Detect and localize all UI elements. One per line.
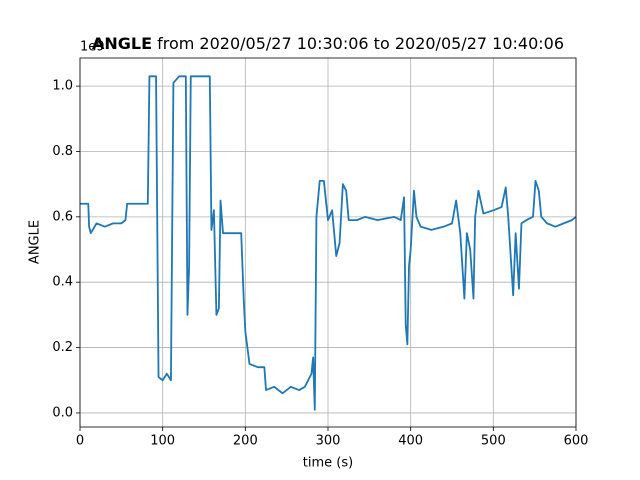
x-tick-label: 300 — [316, 434, 341, 449]
x-tick-label: 500 — [481, 434, 506, 449]
y-tick-label: 1.0 — [52, 79, 73, 94]
y-axis-label: ANGLE — [28, 220, 43, 264]
x-tick-label: 200 — [233, 434, 258, 449]
y-tick-label: 0.2 — [52, 340, 73, 355]
plot-frame — [79, 57, 577, 428]
x-tick-label: 0 — [76, 434, 84, 449]
y-tick-label: 0.6 — [52, 209, 73, 224]
y-tick-label: 0.0 — [52, 405, 73, 420]
chart-title: ANGLE from 2020/05/27 10:30:06 to 2020/0… — [92, 34, 564, 53]
y-tick-label: 0.8 — [52, 144, 73, 159]
x-tick-label: 100 — [150, 434, 175, 449]
data-line — [80, 75, 577, 411]
y-tick-label: 0.4 — [52, 275, 73, 290]
x-tick-label: 600 — [564, 434, 589, 449]
x-axis-label: time (s) — [303, 456, 353, 471]
title-bold: ANGLE — [92, 34, 152, 53]
offset-label: 1e9 — [80, 40, 105, 55]
x-tick-label: 400 — [398, 434, 423, 449]
title-rest: from 2020/05/27 10:30:06 to 2020/05/27 1… — [157, 34, 564, 53]
